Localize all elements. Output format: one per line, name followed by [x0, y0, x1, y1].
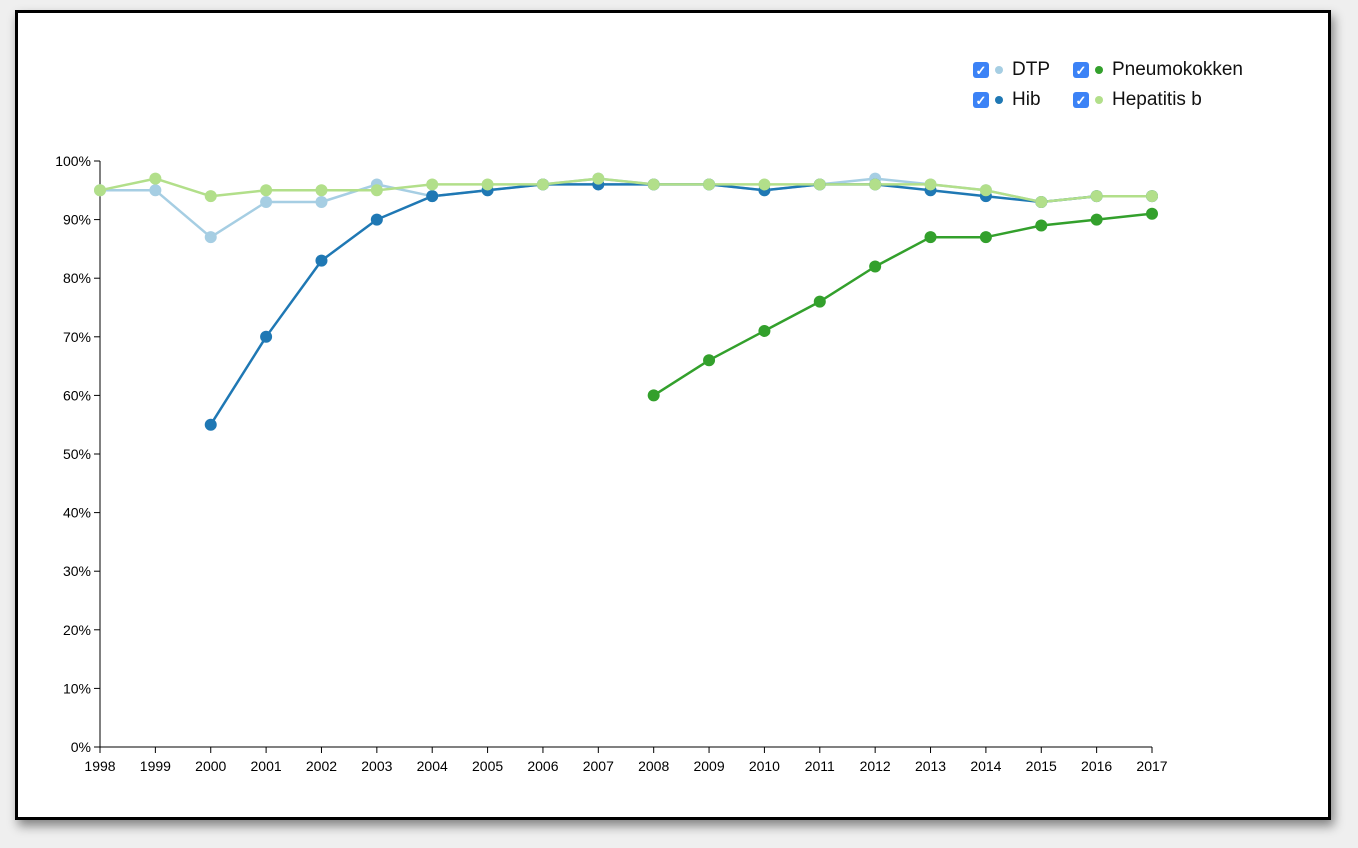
- data-point-pneumokokken[interactable]: [869, 260, 882, 273]
- x-tick-label: 2001: [251, 758, 282, 774]
- data-point-hepatitis-b[interactable]: [426, 178, 439, 191]
- x-tick-label: 2016: [1081, 758, 1112, 774]
- data-point-hepatitis-b[interactable]: [1146, 190, 1158, 203]
- y-tick-label: 10%: [63, 680, 91, 696]
- series-lines: [99, 177, 1153, 426]
- data-point-pneumokokken[interactable]: [1146, 207, 1158, 220]
- x-tick-label: 1999: [140, 758, 171, 774]
- legend-checkbox[interactable]: ✓: [973, 92, 989, 108]
- y-tick-label: 60%: [63, 387, 91, 403]
- x-tick-label: 2011: [805, 758, 835, 774]
- legend-swatch: [995, 66, 1003, 74]
- x-tick-label: 2008: [638, 758, 669, 774]
- legend: ✓ DTP ✓ Pneumokokken ✓ Hib ✓ Hepatitis b: [973, 58, 1273, 112]
- y-tick-label: 30%: [63, 563, 91, 579]
- data-point-hepatitis-b[interactable]: [536, 178, 549, 191]
- data-point-hepatitis-b[interactable]: [149, 172, 162, 185]
- legend-item-hepatitis-b[interactable]: ✓ Hepatitis b: [1073, 88, 1273, 112]
- series-points: [94, 172, 1158, 431]
- x-tick-label: 2003: [361, 758, 392, 774]
- data-point-hepatitis-b[interactable]: [1090, 190, 1103, 203]
- y-tick-label: 70%: [63, 329, 91, 345]
- data-point-hepatitis-b[interactable]: [813, 178, 826, 191]
- y-tick-label: 20%: [63, 622, 91, 638]
- y-tick-label: 80%: [63, 270, 91, 286]
- series-line-dtp: [100, 177, 1152, 239]
- legend-swatch: [1095, 66, 1103, 74]
- y-tick-label: 90%: [63, 212, 91, 228]
- legend-label: DTP: [1012, 59, 1050, 80]
- data-point-hepatitis-b[interactable]: [1035, 196, 1048, 209]
- line-chart: 0% 10% 20% 30% 40% 50% 60% 70% 80% 90% 100% 1998 199…: [55, 153, 1168, 774]
- data-point-pneumokokken[interactable]: [813, 295, 826, 308]
- x-tick-label: 2004: [417, 758, 448, 774]
- y-tick-label: 40%: [63, 505, 91, 521]
- data-point-dtp[interactable]: [315, 196, 328, 209]
- data-point-hepatitis-b[interactable]: [204, 190, 217, 203]
- series-line-hepatitis-b: [99, 177, 1152, 204]
- data-point-hepatitis-b[interactable]: [758, 178, 771, 191]
- x-tick-label: 2006: [527, 758, 558, 774]
- series-line-hib: [209, 183, 1152, 426]
- data-point-dtp[interactable]: [260, 196, 273, 209]
- data-point-hepatitis-b[interactable]: [592, 172, 605, 185]
- legend-checkbox[interactable]: ✓: [973, 62, 989, 78]
- legend-checkbox[interactable]: ✓: [1073, 92, 1089, 108]
- data-point-hepatitis-b[interactable]: [703, 178, 716, 191]
- data-point-hib[interactable]: [204, 418, 217, 431]
- data-point-pneumokokken[interactable]: [1035, 219, 1048, 232]
- x-tick-label: 2000: [195, 758, 226, 774]
- x-tick-label: 2017: [1136, 758, 1167, 774]
- axes: 0% 10% 20% 30% 40% 50% 60% 70% 80% 90% 100% 1998 199…: [55, 153, 1168, 774]
- data-point-hepatitis-b[interactable]: [94, 184, 106, 197]
- data-point-hepatitis-b[interactable]: [260, 184, 273, 197]
- x-tick-label: 2010: [749, 758, 780, 774]
- legend-checkbox[interactable]: ✓: [1073, 62, 1089, 78]
- data-point-hepatitis-b[interactable]: [481, 178, 494, 191]
- data-point-pneumokokken[interactable]: [1090, 213, 1103, 226]
- x-tick-label: 2009: [693, 758, 724, 774]
- legend-swatch: [995, 96, 1003, 104]
- chart-frame: 0% 10% 20% 30% 40% 50% 60% 70% 80% 90% 100% 1998 199…: [15, 10, 1331, 820]
- data-point-hepatitis-b[interactable]: [869, 178, 882, 191]
- legend-label: Pneumokokken: [1112, 59, 1243, 80]
- y-tick-label: 100%: [55, 153, 91, 169]
- data-point-pneumokokken[interactable]: [758, 324, 771, 337]
- data-point-hepatitis-b[interactable]: [370, 184, 383, 197]
- x-tick-label: 2005: [472, 758, 503, 774]
- x-tick-label: 2002: [306, 758, 337, 774]
- data-point-hepatitis-b[interactable]: [315, 184, 328, 197]
- x-tick-label: 2012: [860, 758, 891, 774]
- legend-item-hib[interactable]: ✓ Hib: [973, 88, 1073, 112]
- series-line-pneumokokken: [653, 212, 1153, 397]
- x-tick-label: 2007: [583, 758, 614, 774]
- data-point-hib[interactable]: [370, 213, 383, 226]
- data-point-hib[interactable]: [315, 254, 328, 267]
- data-point-hepatitis-b[interactable]: [979, 184, 992, 197]
- legend-item-pneumokokken[interactable]: ✓ Pneumokokken: [1073, 58, 1273, 82]
- data-point-pneumokokken[interactable]: [647, 389, 660, 402]
- data-point-hepatitis-b[interactable]: [924, 178, 937, 191]
- data-point-pneumokokken[interactable]: [703, 354, 716, 367]
- y-tick-label: 50%: [63, 446, 91, 462]
- x-tick-label: 2015: [1026, 758, 1057, 774]
- data-point-hib[interactable]: [260, 330, 273, 343]
- y-tick-label: 0%: [71, 739, 91, 755]
- legend-swatch: [1095, 96, 1103, 104]
- data-point-hepatitis-b[interactable]: [647, 178, 660, 191]
- data-point-dtp[interactable]: [149, 184, 162, 197]
- data-point-pneumokokken[interactable]: [924, 231, 937, 244]
- legend-label: Hib: [1012, 89, 1041, 110]
- data-point-hib[interactable]: [426, 190, 439, 203]
- data-point-dtp[interactable]: [204, 231, 217, 244]
- x-tick-label: 2014: [970, 758, 1001, 774]
- x-tick-label: 2013: [915, 758, 946, 774]
- legend-label: Hepatitis b: [1112, 89, 1202, 110]
- legend-item-dtp[interactable]: ✓ DTP: [973, 58, 1073, 82]
- data-point-pneumokokken[interactable]: [979, 231, 992, 244]
- x-tick-label: 1998: [84, 758, 115, 774]
